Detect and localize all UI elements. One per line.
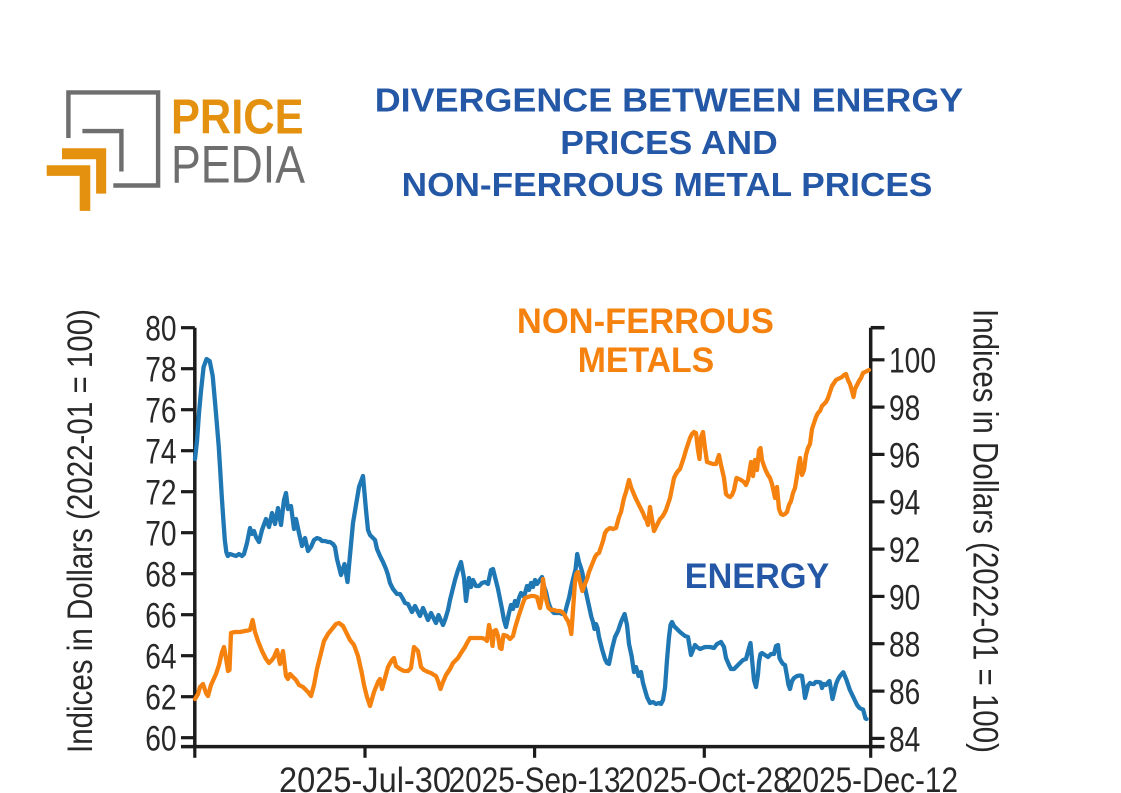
svg-text:Indices in Dollars (2022-01 =: Indices in Dollars (2022-01 = 100) — [966, 309, 1006, 753]
svg-text:PRICES AND: PRICES AND — [560, 124, 777, 161]
svg-text:76: 76 — [145, 391, 176, 431]
svg-text:66: 66 — [145, 596, 176, 636]
svg-text:100: 100 — [889, 341, 936, 381]
svg-text:NON-FERROUS METAL PRICES: NON-FERROUS METAL PRICES — [402, 166, 933, 203]
svg-text:NON-FERROUS: NON-FERROUS — [517, 301, 774, 341]
svg-text:96: 96 — [889, 435, 920, 475]
svg-text:Indices in Dollars (2022-01 =: Indices in Dollars (2022-01 = 100) — [60, 309, 100, 753]
svg-text:80: 80 — [145, 309, 176, 349]
svg-text:72: 72 — [145, 473, 176, 513]
svg-text:94: 94 — [889, 483, 920, 523]
svg-text:88: 88 — [889, 625, 920, 665]
svg-text:2025-Sep-13: 2025-Sep-13 — [449, 760, 621, 793]
svg-text:62: 62 — [145, 678, 176, 718]
svg-text:ENERGY: ENERGY — [685, 556, 830, 596]
svg-text:92: 92 — [889, 530, 920, 570]
svg-text:86: 86 — [889, 672, 920, 712]
svg-text:90: 90 — [889, 577, 920, 617]
svg-text:2025-Dec-12: 2025-Dec-12 — [786, 760, 958, 793]
svg-text:2025-Jul-30: 2025-Jul-30 — [279, 760, 451, 793]
svg-text:70: 70 — [145, 514, 176, 554]
svg-text:METALS: METALS — [578, 340, 715, 380]
svg-text:98: 98 — [889, 388, 920, 428]
svg-text:64: 64 — [145, 637, 176, 677]
svg-text:PRICE: PRICE — [171, 91, 304, 145]
svg-text:60: 60 — [145, 719, 176, 759]
svg-text:68: 68 — [145, 555, 176, 595]
svg-text:78: 78 — [145, 350, 176, 390]
svg-text:84: 84 — [889, 719, 920, 759]
svg-text:2025-Oct-28: 2025-Oct-28 — [618, 760, 790, 793]
svg-text:PEDIA: PEDIA — [171, 136, 306, 195]
svg-text:DIVERGENCE BETWEEN ENERGY: DIVERGENCE BETWEEN ENERGY — [375, 81, 964, 118]
svg-text:74: 74 — [145, 432, 176, 472]
